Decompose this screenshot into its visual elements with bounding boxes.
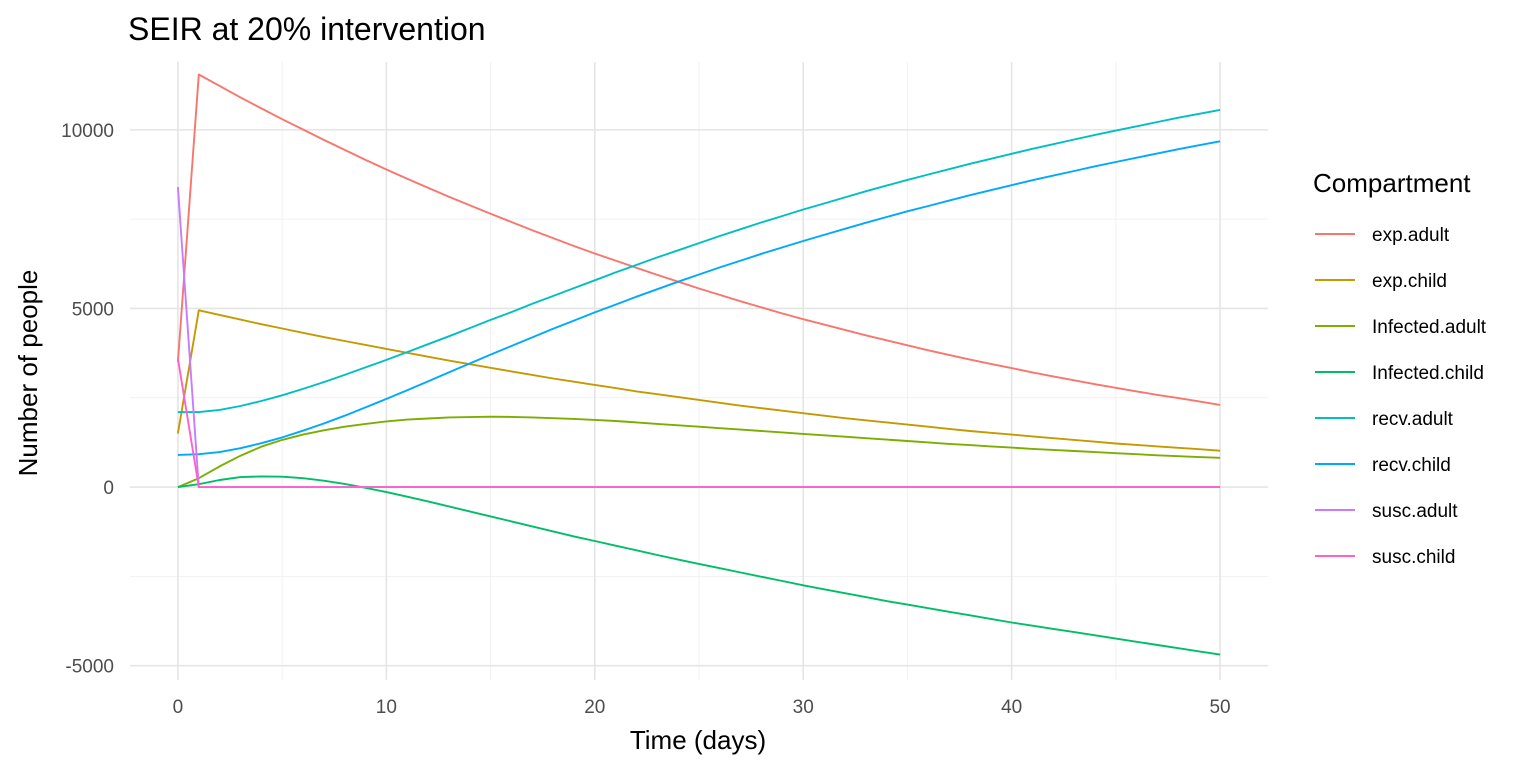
series-line-susc-child	[176, 358, 1221, 489]
x-tick-label: 10	[376, 697, 397, 718]
series-line-recv-adult	[177, 108, 1221, 414]
x-tick-label: 0	[173, 697, 184, 718]
y-tick-label: 10000	[61, 121, 114, 142]
x-tick-label: 50	[1209, 697, 1230, 718]
x-tick-label: 20	[584, 697, 605, 718]
legend-label-susc-child: susc.child	[1372, 547, 1455, 568]
y-axis-title: Number of people	[13, 270, 43, 477]
plot-grid	[130, 62, 1268, 680]
series-line-exp-adult	[176, 73, 1221, 406]
chart-title: SEIR at 20% intervention	[128, 11, 486, 47]
y-tick-label: 5000	[72, 299, 114, 320]
legend-label-recv-child: recv.child	[1372, 455, 1451, 476]
x-axis-ticks: 0 10 20 30 40 50	[173, 697, 1231, 718]
x-tick-label: 30	[793, 697, 814, 718]
y-axis-ticks: -5000 0 5000 10000	[61, 121, 114, 678]
series-lines	[176, 73, 1221, 656]
legend-label-exp-adult: exp.adult	[1372, 225, 1450, 246]
legend-items: exp.adult exp.child Infected.adult Infected…	[1315, 225, 1487, 568]
series-line-exp-child	[176, 309, 1221, 452]
x-axis-title: Time (days)	[630, 725, 766, 755]
legend-label-susc-adult: susc.adult	[1372, 501, 1458, 522]
series-line-recv-child	[177, 140, 1221, 456]
legend-label-recv-adult: recv.adult	[1372, 409, 1454, 430]
legend-label-infected-adult: Infected.adult	[1372, 317, 1487, 338]
legend: Compartment exp.adult exp.child Infected.a…	[1313, 168, 1487, 568]
series-line-infected-adult	[177, 415, 1221, 488]
legend-label-exp-child: exp.child	[1372, 271, 1447, 292]
legend-label-infected-child: Infected.child	[1372, 363, 1484, 384]
y-tick-label: 0	[103, 478, 114, 499]
legend-title: Compartment	[1313, 168, 1471, 198]
x-tick-label: 40	[1001, 697, 1022, 718]
series-line-infected-child	[177, 475, 1221, 656]
y-tick-label: -5000	[65, 657, 114, 678]
